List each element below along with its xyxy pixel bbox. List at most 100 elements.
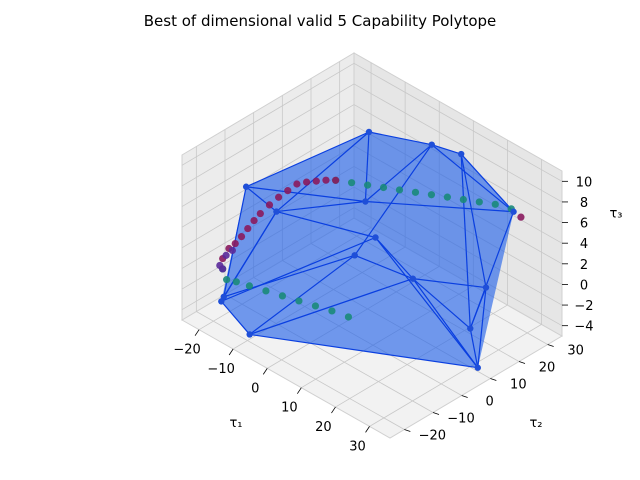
y-tick-label: 30 <box>567 344 584 359</box>
polytope-edge <box>469 328 479 368</box>
scatter-point-series-2 <box>256 209 264 218</box>
polytope-edge <box>375 237 414 280</box>
y-tick-mark <box>490 378 497 381</box>
y-tick-mark <box>518 361 526 364</box>
scatter-point-series-1 <box>459 195 467 204</box>
polytope-edge <box>276 211 376 239</box>
gridline-z <box>181 104 563 223</box>
scatter-point-series-2 <box>517 213 525 221</box>
polytope-edge <box>412 278 487 289</box>
scatter-point-series-1 <box>311 302 320 310</box>
polytope-vertex <box>482 284 490 291</box>
x-tick-label: 10 <box>281 401 298 416</box>
z-tick-label: 2 <box>580 258 588 273</box>
z-tick-label: 4 <box>580 237 588 252</box>
scatter-point-series-2 <box>244 224 252 233</box>
gridline-z <box>181 62 563 182</box>
x-tick-mark <box>365 426 370 433</box>
polytope-edge <box>246 186 366 203</box>
polytope-vertices <box>218 128 517 371</box>
scatter-point-series-1 <box>491 200 499 208</box>
y-tick-label: −10 <box>447 412 474 427</box>
z-tick-label: 10 <box>576 175 593 190</box>
polytope-vertex <box>246 331 253 338</box>
polytope-edge <box>365 200 514 213</box>
scatter-point-series-2 <box>284 187 292 195</box>
scatter-point-series-2 <box>237 233 246 241</box>
scatter-point-series-1 <box>379 183 388 192</box>
scatter-point-series-2 <box>265 201 274 209</box>
scatter-point-series-2 <box>293 180 301 188</box>
scatter-point-series-1 <box>443 193 451 201</box>
x-tick-label: −20 <box>173 343 200 358</box>
scatter-point-series-1 <box>328 307 336 315</box>
scatter-point-series-2 <box>312 177 320 185</box>
x-tick-mark <box>297 387 302 394</box>
scatter-point-series-1 <box>344 313 353 321</box>
z-axis-label: τ₃ <box>609 207 622 222</box>
scatter-point-series-2 <box>231 239 239 248</box>
polytope-edge <box>460 153 515 213</box>
gridline-x <box>369 159 542 427</box>
polytope-edge <box>375 237 479 369</box>
scatter-point-series-3 <box>219 265 227 273</box>
x-tick-mark <box>262 368 268 375</box>
z-tick-label: −2 <box>574 299 593 314</box>
polytope-vertex <box>362 198 369 205</box>
scatter-point-series-3 <box>222 251 230 259</box>
chart-title: Best of dimensional valid 5 Capability P… <box>143 12 497 30</box>
gridline-y <box>195 146 405 430</box>
scatter-point-series-1 <box>427 191 436 199</box>
polytope-edge <box>460 154 471 329</box>
z-tick-label: 0 <box>580 278 588 293</box>
scatter-points <box>216 176 525 321</box>
polytope-edge <box>431 144 514 213</box>
polytope-vertex <box>218 298 225 305</box>
x-tick-mark <box>331 406 336 414</box>
scatter-point-series-1 <box>395 186 404 194</box>
scatter-point-series-1 <box>411 188 420 196</box>
polytope-edge <box>276 200 366 213</box>
scatter-point-series-1 <box>223 276 231 284</box>
z-tick-label: −4 <box>574 320 593 335</box>
y-tick-label: 10 <box>510 378 527 393</box>
scatter-point-series-1 <box>245 282 254 290</box>
polytope-edge <box>354 144 433 256</box>
polytope-edge <box>368 131 432 146</box>
x-axis-label: τ₁ <box>229 416 242 431</box>
polytope-edge <box>221 236 376 302</box>
x-tick-label: −10 <box>207 362 234 377</box>
gridline-z <box>181 83 563 203</box>
scatter-point-series-2 <box>250 216 258 225</box>
x-tick-label: 20 <box>315 420 332 435</box>
polytope-edge <box>460 153 487 288</box>
x-tick-label: 30 <box>349 439 366 454</box>
polytope-edge <box>249 278 414 335</box>
y-tick-label: 20 <box>539 361 556 376</box>
polytope-edge <box>365 144 433 202</box>
polytope-vertex <box>457 150 465 158</box>
scatter-point-series-1 <box>278 292 287 300</box>
polytope-vertex <box>372 234 379 241</box>
polytope-vertex <box>409 275 417 282</box>
scatter-point-series-1 <box>363 181 372 189</box>
x-tick-mark <box>194 329 200 336</box>
x-tick-mark <box>228 348 234 356</box>
scatter-point-series-1 <box>348 179 356 187</box>
scatter-point-series-2 <box>302 178 311 186</box>
polytope-vertex <box>365 128 373 136</box>
scatter-point-series-2 <box>322 176 330 184</box>
y-axis-label: τ₂ <box>529 416 542 431</box>
scatter-point-series-1 <box>262 287 270 295</box>
scatter-point-series-1 <box>232 278 240 286</box>
polytope-vertex <box>351 252 358 259</box>
axis-labels: τ₁ τ₂ τ₃ <box>229 207 622 432</box>
polytope-edge <box>477 287 487 368</box>
polytope-edges <box>220 131 515 369</box>
z-tick-label: 8 <box>580 196 588 211</box>
polytope-edge <box>469 211 515 329</box>
polytope-vertex <box>273 208 280 215</box>
scatter-point-series-1 <box>295 297 303 305</box>
polytope-edge <box>431 144 462 155</box>
